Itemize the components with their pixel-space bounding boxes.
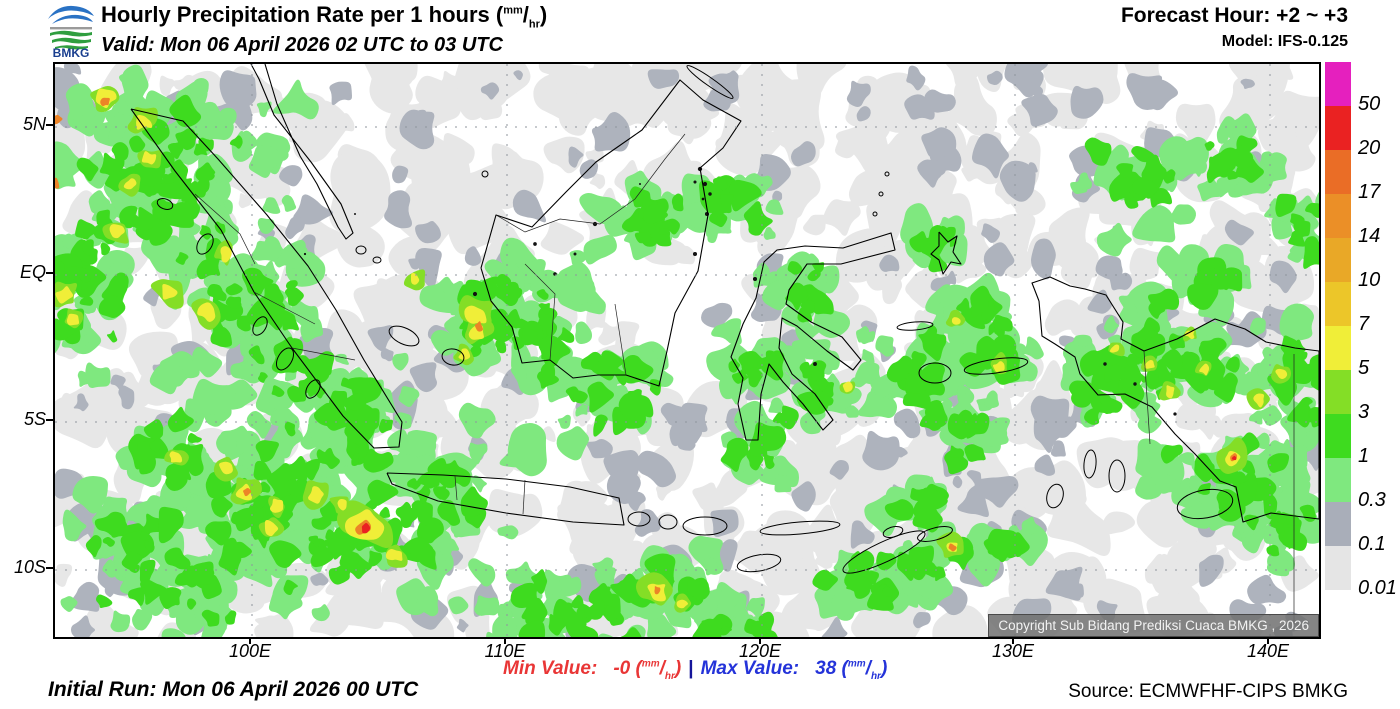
source-text: Source: ECMWFHF-CIPS BMKG (1068, 681, 1348, 702)
legend-color-block (1325, 326, 1351, 370)
legend-color-block (1325, 546, 1351, 590)
lat-tick (46, 419, 53, 421)
valid-time-text: Valid: Mon 06 April 2026 02 UTC to 03 UT… (101, 34, 503, 57)
legend-value-label: 10 (1358, 269, 1381, 291)
title-unit: (mm/hr) (495, 2, 548, 31)
lon-tick (1012, 637, 1014, 644)
lat-tick (46, 272, 53, 274)
max-value-label: Max Value: (700, 658, 800, 679)
lon-tick (249, 637, 251, 644)
precipitation-map: Copyright Sub Bidang Prediksi Cuaca BMKG… (53, 62, 1321, 639)
legend-value-label: 17 (1358, 181, 1381, 203)
legend-color-block (1325, 414, 1351, 458)
title-block: Hourly Precipitation Rate per 1 hours (m… (101, 2, 547, 57)
legend-color-block (1325, 150, 1351, 194)
lat-label: 5S (23, 409, 46, 429)
legend-colorbar (1325, 62, 1351, 590)
legend-color-block (1325, 458, 1351, 502)
legend-value-label: 20 (1358, 137, 1381, 159)
legend-color-block (1325, 194, 1351, 238)
legend-value-label: 7 (1358, 313, 1370, 335)
legend-color-block (1325, 282, 1351, 326)
precipitation-field (55, 64, 1319, 637)
lat-label: EQ (19, 262, 46, 282)
logo-text: BMKG (53, 46, 90, 58)
legend-color-block (1325, 238, 1351, 282)
lat-tick (46, 567, 53, 569)
page-title: Hourly Precipitation Rate per 1 hours (m… (101, 2, 547, 30)
legend-value-label: 0.1 (1358, 533, 1386, 555)
legend-color-block (1325, 106, 1351, 150)
min-value-label: Min Value: (503, 658, 598, 679)
minmax-row: Min Value: -0 (mm/hr) | Max Value: 38 (mm/hr… (503, 658, 887, 682)
lon-label: 100E (228, 641, 272, 661)
legend-value-label: 14 (1358, 225, 1381, 247)
legend-color-block (1325, 502, 1351, 546)
lon-tick (759, 637, 761, 644)
legend-value-label: 0.01 (1358, 577, 1397, 599)
lon-label: 130E (991, 641, 1035, 661)
legend-value-label: 50 (1358, 93, 1381, 115)
initial-run-text: Initial Run: Mon 06 April 2026 00 UTC (48, 678, 419, 701)
lon-tick (504, 637, 506, 644)
lon-label: 140E (1246, 641, 1290, 661)
minmax-separator: | (688, 658, 694, 679)
lon-label: 110E (484, 641, 526, 661)
model-text: Model: IFS-0.125 (1221, 33, 1348, 50)
legend-value-label: 0.3 (1358, 489, 1386, 511)
legend-color-block (1325, 62, 1351, 106)
min-value: -0 (mm/hr) (613, 658, 682, 682)
lon-tick (1267, 637, 1269, 644)
legend-color-block (1325, 370, 1351, 414)
forecast-hour-text: Forecast Hour: +2 ~ +3 (1120, 4, 1348, 27)
legend-value-label: 1 (1358, 445, 1370, 467)
lon-label: 120E (738, 641, 782, 661)
lat-label: 10S (13, 557, 46, 577)
max-value: 38 (mm/hr) (815, 658, 888, 682)
copyright-overlay: Copyright Sub Bidang Prediksi Cuaca BMKG… (988, 614, 1319, 637)
lat-tick (46, 124, 53, 126)
legend-value-label: 5 (1358, 357, 1370, 379)
title-text: Hourly Precipitation Rate per 1 hours (101, 2, 490, 27)
bmkg-logo-icon: BMKG (48, 5, 94, 58)
legend-value-label: 3 (1358, 401, 1370, 423)
lat-label: 5N (22, 114, 46, 134)
